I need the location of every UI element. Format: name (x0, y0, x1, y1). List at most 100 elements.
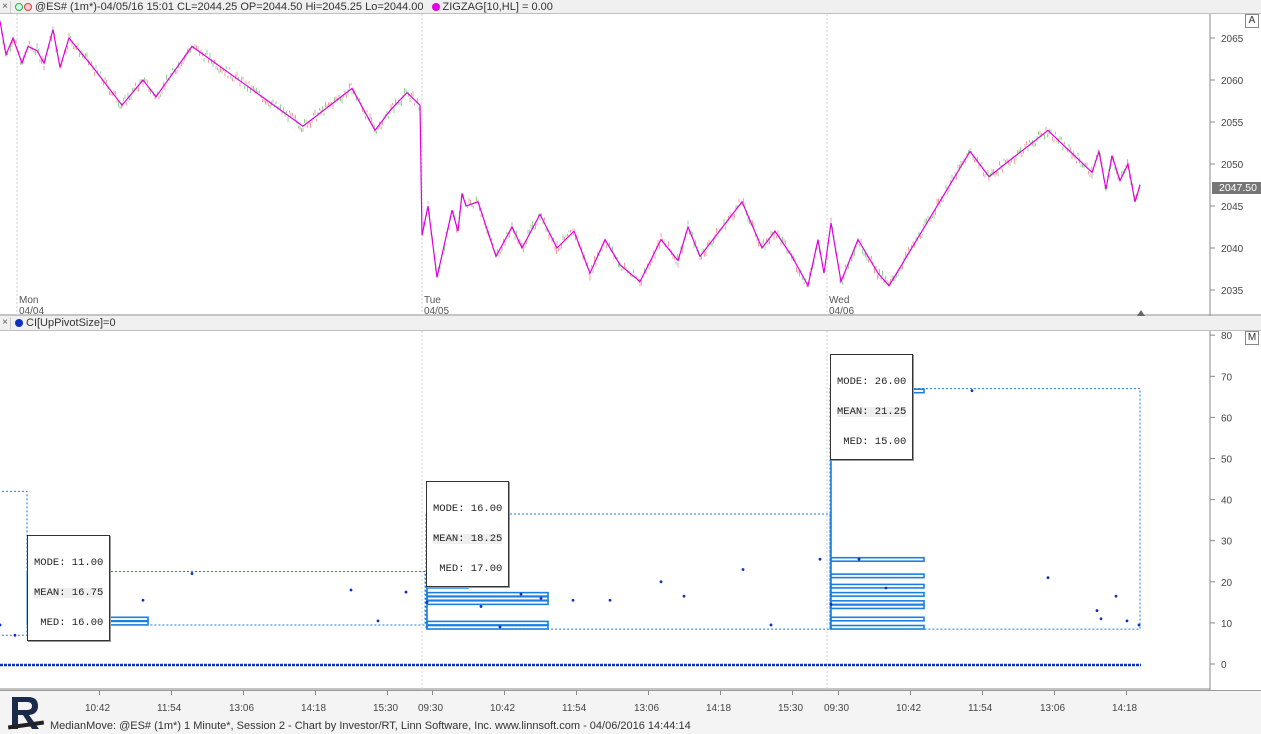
time-axis-label: 14:18 (706, 703, 732, 714)
indicator-tick-label: 20 (1221, 578, 1233, 589)
chart-footer: 10:42 11:54 13:06 14:18 15:30 09:30 10:42 11:54… (0, 690, 1261, 734)
indicator-tick-label: 70 (1221, 372, 1233, 383)
stats-mean: MEAN: 21.25 (837, 406, 907, 418)
indicator-tick-label: 0 (1221, 660, 1227, 671)
pivot-size-dot (829, 603, 833, 606)
last-price-badge: 2047.50 (1212, 182, 1261, 194)
pivot-size-dot (1046, 576, 1050, 580)
time-axis-tick (99, 691, 100, 695)
time-axis-tick (838, 691, 839, 695)
pivot-size-dot (741, 568, 745, 571)
stats-box-wed: MODE: 26.00 MEAN: 21.25 MED: 15.00 (830, 354, 914, 460)
pivot-size-dot (857, 557, 861, 561)
time-axis-label: 10:42 (85, 703, 111, 714)
time-axis-tick (432, 691, 433, 695)
pivot-size-dot (519, 592, 523, 596)
pivot-size-dot (818, 557, 822, 561)
time-axis-label: 14:18 (301, 703, 327, 714)
stats-mode: MODE: 26.00 (837, 376, 907, 388)
stats-mode: MODE: 16.00 (433, 503, 503, 515)
time-axis-tick (792, 691, 793, 695)
time-axis-tick (720, 691, 721, 695)
stats-med: MED: 16.00 (34, 617, 104, 629)
time-axis-tick (243, 691, 244, 695)
indicator-color-icon (15, 319, 23, 327)
time-axis-label: 11:54 (562, 703, 587, 714)
indicator-header-text[interactable]: CI[UpPivotSize]=0 (26, 317, 116, 329)
pivot-size-dot (1099, 617, 1103, 621)
pivot-size-dot (769, 623, 773, 627)
indicator-tick-label: 60 (1221, 413, 1233, 424)
time-axis-label: 13:06 (634, 703, 660, 714)
stats-mode: MODE: 11.00 (34, 557, 104, 569)
pivot-size-dot (479, 605, 483, 608)
time-axis-label: 13:06 (229, 703, 255, 714)
time-axis-label: 11:54 (968, 703, 993, 714)
pivot-size-dot (884, 586, 888, 590)
scroll-marker-icon[interactable] (1137, 310, 1145, 316)
time-axis-tick (504, 691, 505, 695)
indicator-chart[interactable]: 80 70 60 50 40 30 20 10 0 (0, 331, 1261, 690)
zigzag-indicator-label[interactable]: ZIGZAG[10,HL] = 0.00 (442, 0, 553, 13)
close-pane-icon[interactable]: × (0, 317, 11, 329)
indicator-tick-label: 30 (1221, 537, 1233, 548)
time-axis-tick (576, 691, 577, 695)
price-tick-label: 2060 (1221, 76, 1244, 87)
day-label: Tue (424, 295, 441, 306)
price-tick-label: 2035 (1221, 286, 1244, 297)
price-tick-label: 2055 (1221, 118, 1244, 129)
time-axis-tick (1054, 691, 1055, 695)
indicator-tick-label: 40 (1221, 496, 1233, 507)
investor-rt-logo-icon (8, 697, 44, 730)
price-tick-label: 2040 (1221, 244, 1244, 255)
time-axis-label: 15:30 (778, 703, 804, 714)
pivot-size-dot (682, 594, 686, 598)
stats-mean: MEAN: 16.75 (34, 587, 104, 599)
green-status-icon (15, 2, 23, 11)
price-pane-button[interactable]: A (1245, 14, 1259, 28)
time-axis-label: 09:30 (824, 703, 850, 714)
day-label: Wed (829, 295, 849, 306)
price-pane-header: × @ES# (1m*)-04/05/16 15:01 CL=2044.25 O… (0, 0, 1261, 14)
pivot-size-dot (1125, 619, 1129, 623)
time-axis-tick (171, 691, 172, 695)
pivot-size-dot (539, 596, 543, 600)
price-tick-label: 2050 (1221, 160, 1244, 171)
time-axis-label: 13:06 (1040, 703, 1066, 714)
date-label: 04/06 (829, 306, 854, 316)
indicator-tick-label: 50 (1221, 455, 1233, 466)
stats-box-mon: MODE: 11.00 MEAN: 16.75 MED: 16.00 (27, 535, 111, 641)
pivot-size-dot (141, 598, 145, 602)
pivot-size-dot (1137, 623, 1141, 627)
stats-box-tue: MODE: 16.00 MEAN: 18.25 MED: 17.00 (426, 481, 510, 587)
time-axis-tick (387, 691, 388, 695)
indicator-pane-button[interactable]: M (1245, 331, 1259, 345)
indicator-tick-label: 80 (1221, 331, 1233, 342)
price-header-text: @ES# (1m*)-04/05/16 15:01 CL=2044.25 OP=… (35, 0, 424, 13)
zigzag-line (0, 21, 1141, 288)
pivot-size-dot (659, 580, 663, 584)
close-pane-icon[interactable]: × (0, 0, 11, 13)
time-axis-label: 14:18 (1112, 703, 1138, 714)
time-axis-label: 10:42 (896, 703, 922, 714)
price-tick-label: 2065 (1221, 34, 1244, 45)
pivot-size-dot (571, 598, 575, 602)
range-box (829, 388, 1141, 630)
stats-mean: MEAN: 18.25 (433, 533, 503, 545)
time-axis-label: 11:54 (157, 703, 182, 714)
time-axis-label: 15:30 (373, 703, 399, 714)
pivot-size-dot (425, 600, 429, 604)
pivot-size-dot (498, 625, 502, 629)
time-axis-tick (1126, 691, 1127, 695)
stats-med: MED: 15.00 (837, 436, 907, 448)
indicator-tick-label: 10 (1221, 619, 1233, 630)
pivot-size-dot (13, 633, 17, 637)
time-axis-label: 09:30 (418, 703, 444, 714)
pivot-size-dot (0, 623, 2, 627)
date-label: 04/04 (19, 306, 44, 316)
day-label: Mon (19, 295, 38, 306)
pivot-size-dot (190, 572, 194, 575)
pivot-size-dot (404, 590, 408, 594)
pivot-size-dot (1114, 594, 1118, 598)
